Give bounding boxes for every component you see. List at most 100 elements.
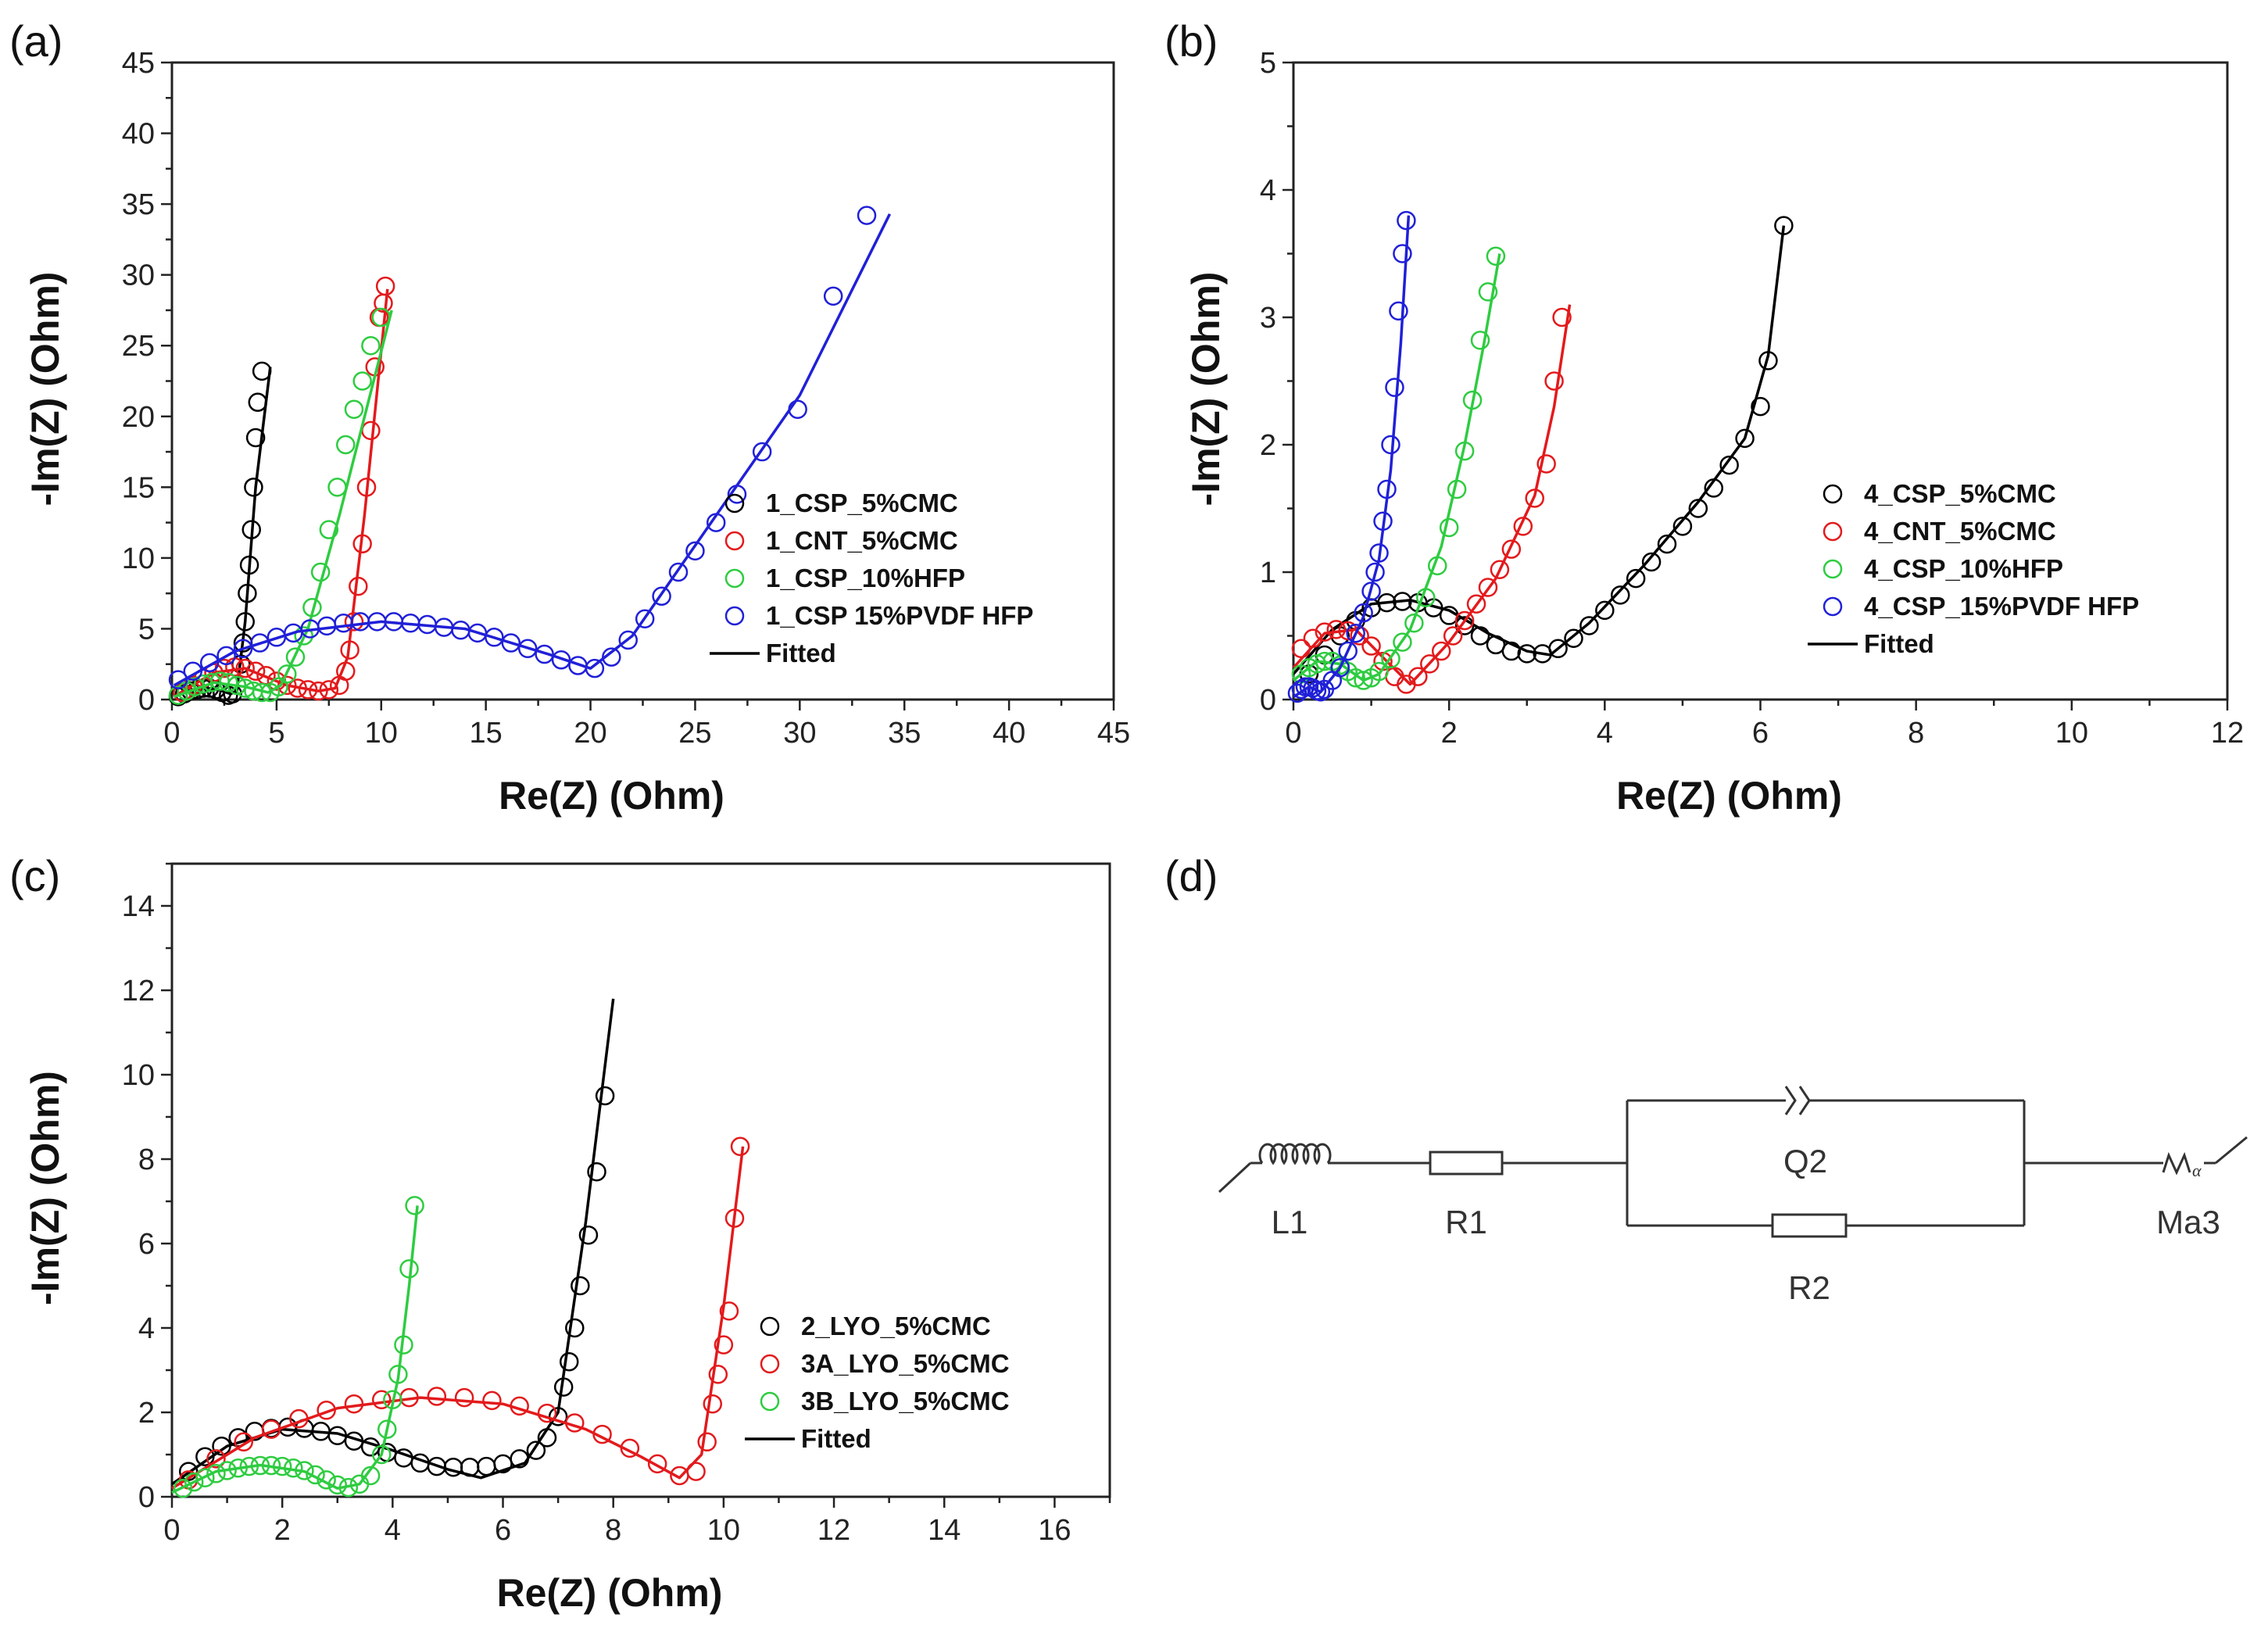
series-1_CSP 15%PVDF HFP [168,206,892,689]
data-point [1346,668,1365,688]
equivalent-circuit: α [1218,1086,2248,1238]
series-2_LYO_5%CMC [171,998,615,1486]
data-point [752,442,772,462]
data-point [647,1454,667,1474]
fitted-line [171,1146,745,1490]
data-point [336,435,356,455]
data-point [1397,210,1416,231]
data-point [1611,585,1630,605]
data-point [371,1390,392,1410]
data-point [595,1086,615,1106]
panel-label-a: (a) [9,16,63,66]
y-axis-title: -Im(Z) (Ohm) [1184,272,1228,506]
warburg-ma3-icon [2162,1151,2191,1176]
label-ma3: Ma3 [2156,1204,2220,1240]
data-point [245,661,266,682]
data-point [668,562,689,582]
legend-label: 4_CNT_5%CMC [1864,517,2056,546]
series-1_CSP_5%CMC [168,361,272,707]
data-point [618,630,639,650]
data-point [245,428,266,448]
data-point [587,1161,606,1182]
data-point [1626,568,1646,589]
plot-frame [170,862,1111,1498]
x-tick-label: 0 [163,717,180,750]
data-point [1439,517,1459,538]
data-point [285,647,306,667]
panel-label-b: (b) [1164,16,1218,66]
data-point [535,644,554,664]
data-point [686,1462,706,1481]
data-point [1595,600,1615,621]
data-point [482,1390,502,1411]
fitted-line [1292,304,1572,686]
data-point [571,1276,590,1296]
y-tick-label: 14 [122,890,155,923]
x-tick-label: 5 [268,717,284,750]
data-point [1470,331,1490,350]
y-tick-label: 5 [1260,47,1276,80]
x-tick-label: 8 [1908,717,1924,750]
label-q2: Q2 [1783,1143,1827,1179]
data-point [1544,371,1564,391]
data-point [405,1196,424,1215]
data-point [317,616,337,636]
y-axis-title: -Im(Z) (Ohm) [23,272,67,506]
data-point [375,276,395,296]
resistor-r2-icon [1771,1213,1848,1238]
data-point [477,1456,496,1476]
y-tick-label: 4 [138,1312,155,1345]
data-point [1369,661,1389,682]
data-point [1354,603,1373,623]
data-point [1420,654,1440,674]
data-point [1490,560,1510,579]
data-point [703,1394,723,1414]
x-tick-label: 14 [928,1514,961,1547]
legend-marker [760,1354,780,1374]
data-point [195,1468,215,1487]
data-point [1354,671,1373,690]
data-point [1361,582,1381,601]
x-tick-label: 12 [817,1514,850,1547]
series-3A_LYO_5%CMC [171,1136,750,1490]
data-point [349,576,368,596]
x-tick-label: 10 [2055,717,2088,750]
data-point [1478,578,1498,597]
data-point [1536,454,1556,474]
inductor-icon [1258,1143,1332,1165]
legend-fitted-label: Fitted [766,639,836,667]
data-point [1404,613,1424,633]
data-point [697,1432,717,1452]
y-tick-label: 6 [138,1228,155,1261]
legend-label: 2_LYO_5%CMC [801,1312,991,1340]
x-tick-label: 10 [707,1514,740,1547]
circuit-output-lead [2215,1136,2248,1165]
y-tick-label: 10 [122,542,155,575]
data-point [857,206,877,225]
data-point [454,1387,474,1408]
y-tick-label: 5 [138,613,155,646]
fitted-line [1292,225,1786,675]
y-axis-title: -Im(Z) (Ohm) [23,1071,67,1305]
legend-marker [1823,559,1843,579]
x-tick-label: 2 [1441,717,1458,750]
cpe-q2-icon [1798,1086,1811,1115]
x-tick-label: 4 [1597,717,1613,750]
data-point [327,478,347,497]
circuit-input-lead [1218,1161,1252,1194]
x-tick-label: 0 [1285,717,1301,750]
data-point [1393,244,1412,263]
legend-fitted-label: Fitted [1864,629,1934,658]
y-tick-label: 12 [122,975,155,1007]
data-point [537,1403,557,1423]
data-point [199,653,220,673]
data-point [719,1301,739,1321]
data-point [1657,534,1677,554]
data-point [685,541,705,561]
data-point [1291,679,1311,700]
data-point [317,1470,336,1490]
series-3B_LYO_5%CMC [171,1196,424,1498]
data-point [585,658,605,678]
x-tick-label: 6 [1752,717,1769,750]
